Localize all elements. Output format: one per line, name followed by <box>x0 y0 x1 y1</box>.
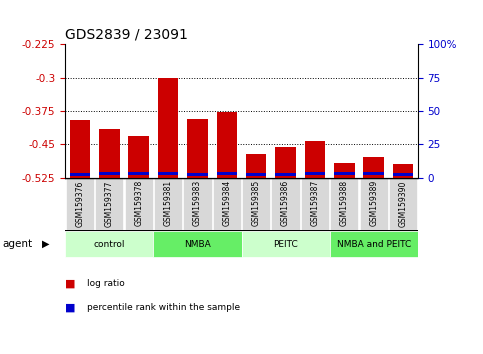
Text: agent: agent <box>2 239 32 249</box>
Bar <box>305 172 325 175</box>
Text: GSM159390: GSM159390 <box>398 180 408 227</box>
FancyBboxPatch shape <box>330 177 358 230</box>
Text: GSM159387: GSM159387 <box>311 180 319 226</box>
Bar <box>216 172 237 175</box>
Bar <box>158 172 178 175</box>
FancyBboxPatch shape <box>389 177 417 230</box>
Text: GDS2839 / 23091: GDS2839 / 23091 <box>65 28 188 42</box>
Text: percentile rank within the sample: percentile rank within the sample <box>87 303 240 313</box>
FancyBboxPatch shape <box>125 177 153 230</box>
Bar <box>275 173 296 176</box>
Text: control: control <box>94 240 125 249</box>
Bar <box>305 141 325 177</box>
Text: GSM159385: GSM159385 <box>252 180 261 226</box>
Bar <box>334 163 355 177</box>
Text: NMBA: NMBA <box>184 240 211 249</box>
Bar <box>216 112 237 177</box>
FancyBboxPatch shape <box>242 177 270 230</box>
Bar <box>393 164 413 177</box>
FancyBboxPatch shape <box>329 231 418 257</box>
Bar <box>70 120 90 177</box>
Text: GSM159383: GSM159383 <box>193 180 202 226</box>
Text: ■: ■ <box>65 303 76 313</box>
Text: GSM159389: GSM159389 <box>369 180 378 226</box>
Bar <box>70 173 90 176</box>
Bar <box>99 172 120 175</box>
FancyBboxPatch shape <box>154 231 242 257</box>
Bar <box>363 156 384 177</box>
Bar <box>128 136 149 177</box>
FancyBboxPatch shape <box>154 177 182 230</box>
Text: log ratio: log ratio <box>87 279 125 288</box>
Text: PEITC: PEITC <box>273 240 298 249</box>
Bar <box>246 154 267 177</box>
Bar <box>246 173 267 176</box>
Bar <box>187 173 208 176</box>
Bar <box>158 78 178 177</box>
Text: GSM159386: GSM159386 <box>281 180 290 226</box>
FancyBboxPatch shape <box>95 177 123 230</box>
Text: NMBA and PEITC: NMBA and PEITC <box>337 240 411 249</box>
Bar <box>187 119 208 177</box>
Bar <box>393 173 413 176</box>
Text: GSM159376: GSM159376 <box>75 180 85 227</box>
Bar <box>128 172 149 175</box>
Bar <box>99 129 120 177</box>
FancyBboxPatch shape <box>301 177 329 230</box>
FancyBboxPatch shape <box>360 177 388 230</box>
Text: GSM159381: GSM159381 <box>164 180 172 226</box>
FancyBboxPatch shape <box>65 231 154 257</box>
Text: GSM159377: GSM159377 <box>105 180 114 227</box>
FancyBboxPatch shape <box>66 177 94 230</box>
FancyBboxPatch shape <box>242 231 329 257</box>
Text: GSM159378: GSM159378 <box>134 180 143 226</box>
Text: ■: ■ <box>65 278 76 288</box>
Text: ▶: ▶ <box>42 239 50 249</box>
Bar <box>363 172 384 175</box>
Text: GSM159384: GSM159384 <box>222 180 231 226</box>
FancyBboxPatch shape <box>271 177 299 230</box>
Text: GSM159388: GSM159388 <box>340 180 349 226</box>
FancyBboxPatch shape <box>213 177 241 230</box>
Bar <box>334 172 355 175</box>
FancyBboxPatch shape <box>184 177 212 230</box>
Bar <box>275 147 296 177</box>
